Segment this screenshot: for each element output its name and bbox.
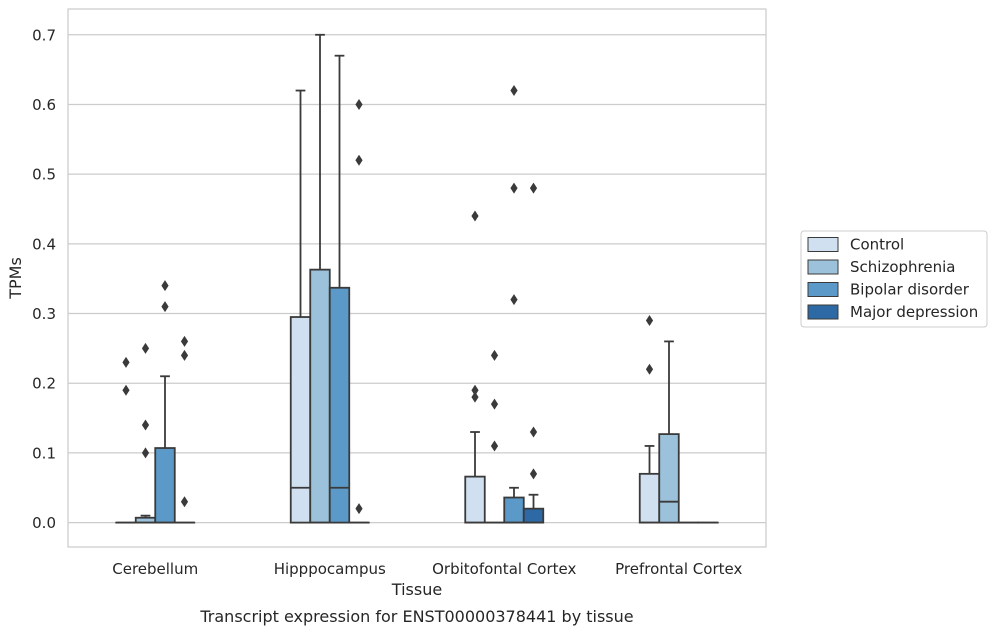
outlier-point: [355, 503, 363, 515]
box-major-depression: [173, 335, 196, 524]
outlier-point: [161, 280, 169, 292]
outlier-point: [490, 440, 499, 452]
box-iqr: [658, 433, 680, 524]
legend-swatch: [807, 259, 839, 275]
outlier-point: [180, 349, 189, 361]
legend-label: Schizophrenia: [850, 258, 955, 276]
y-tick-label: 0.0: [32, 514, 56, 532]
x-tick-label: Cerebellum: [112, 560, 198, 578]
legend-swatch: [807, 237, 839, 252]
outlier-point: [490, 349, 499, 361]
outlier-point: [161, 301, 169, 313]
outlier-point: [141, 342, 150, 354]
outlier-point: [471, 210, 479, 222]
box-iqr: [154, 447, 176, 524]
box-bipolar-disorder: [154, 280, 176, 524]
box-iqr: [328, 286, 351, 524]
outlier-point: [510, 294, 518, 306]
outlier-point: [510, 85, 518, 97]
outlier-point: [355, 154, 363, 166]
box-bipolar-disorder: [503, 85, 525, 524]
outlier-point: [141, 447, 150, 459]
box-schizophrenia: [134, 342, 157, 524]
y-tick-label: 0.6: [32, 96, 56, 114]
box-iqr: [638, 472, 661, 524]
x-tick-label: Orbitofontal Cortex: [432, 560, 576, 578]
box-control: [638, 315, 661, 524]
box-bipolar-disorder: [328, 54, 351, 524]
y-tick-label: 0.1: [32, 444, 56, 462]
legend: Control Schizophrenia Bipolar disorder Majo…: [800, 230, 988, 328]
outlier-point: [122, 384, 130, 396]
box-control: [115, 356, 137, 524]
legend-swatch: [807, 282, 839, 297]
box-iqr: [503, 496, 525, 524]
outlier-point: [471, 391, 479, 403]
figure-caption: Transcript expression for ENST0000037844…: [199, 607, 633, 626]
legend-label: Control: [850, 236, 904, 254]
outlier-point: [471, 384, 479, 396]
y-tick-label: 0.5: [32, 166, 56, 184]
outlier-point: [180, 335, 189, 347]
legend-label: Bipolar disorder: [850, 281, 970, 299]
x-tick-label: Prefrontal Cortex: [615, 560, 742, 578]
box-schizophrenia: [658, 340, 680, 524]
box-schizophrenia: [309, 33, 331, 524]
box-major-depression: [348, 98, 370, 524]
box-iqr: [289, 316, 312, 524]
box-control: [289, 89, 312, 524]
box-iqr: [522, 507, 545, 524]
outlier-point: [529, 182, 538, 194]
box-iqr: [309, 268, 331, 524]
plot-area: [115, 33, 719, 524]
outlier-point: [645, 363, 654, 375]
y-tick-label: 0.2: [32, 375, 56, 393]
box-control: [464, 210, 486, 524]
box-iqr: [464, 475, 486, 524]
legend-swatch: [807, 304, 839, 320]
y-axis-label: TPMs: [6, 257, 25, 300]
y-tick-label: 0.3: [32, 305, 56, 323]
outlier-point: [180, 496, 189, 508]
outlier-point: [490, 398, 499, 410]
outlier-point: [529, 426, 538, 438]
x-axis-label: Tissue: [391, 580, 442, 599]
y-axis-ticks: 0.0 0.1 0.2 0.3 0.4 0.5 0.6 0.7: [32, 26, 56, 532]
outlier-point: [355, 98, 363, 110]
x-tick-label: Hipppocampus: [274, 560, 386, 578]
plot-frame: [67, 8, 767, 548]
x-axis-ticks: Cerebellum Hipppocampus Orbitofontal Corte…: [112, 560, 742, 578]
outlier-point: [529, 468, 538, 480]
legend-label: Major depression: [850, 303, 978, 321]
outlier-point: [141, 419, 150, 431]
outlier-point: [122, 356, 130, 368]
y-tick-label: 0.4: [32, 235, 56, 253]
box-major-depression: [522, 182, 545, 524]
outlier-point: [645, 315, 654, 327]
outlier-point: [510, 182, 518, 194]
box-schizophrenia: [483, 349, 506, 524]
grid-lines: [68, 34, 766, 524]
legend-frame: [800, 230, 988, 328]
y-tick-label: 0.7: [32, 26, 56, 44]
